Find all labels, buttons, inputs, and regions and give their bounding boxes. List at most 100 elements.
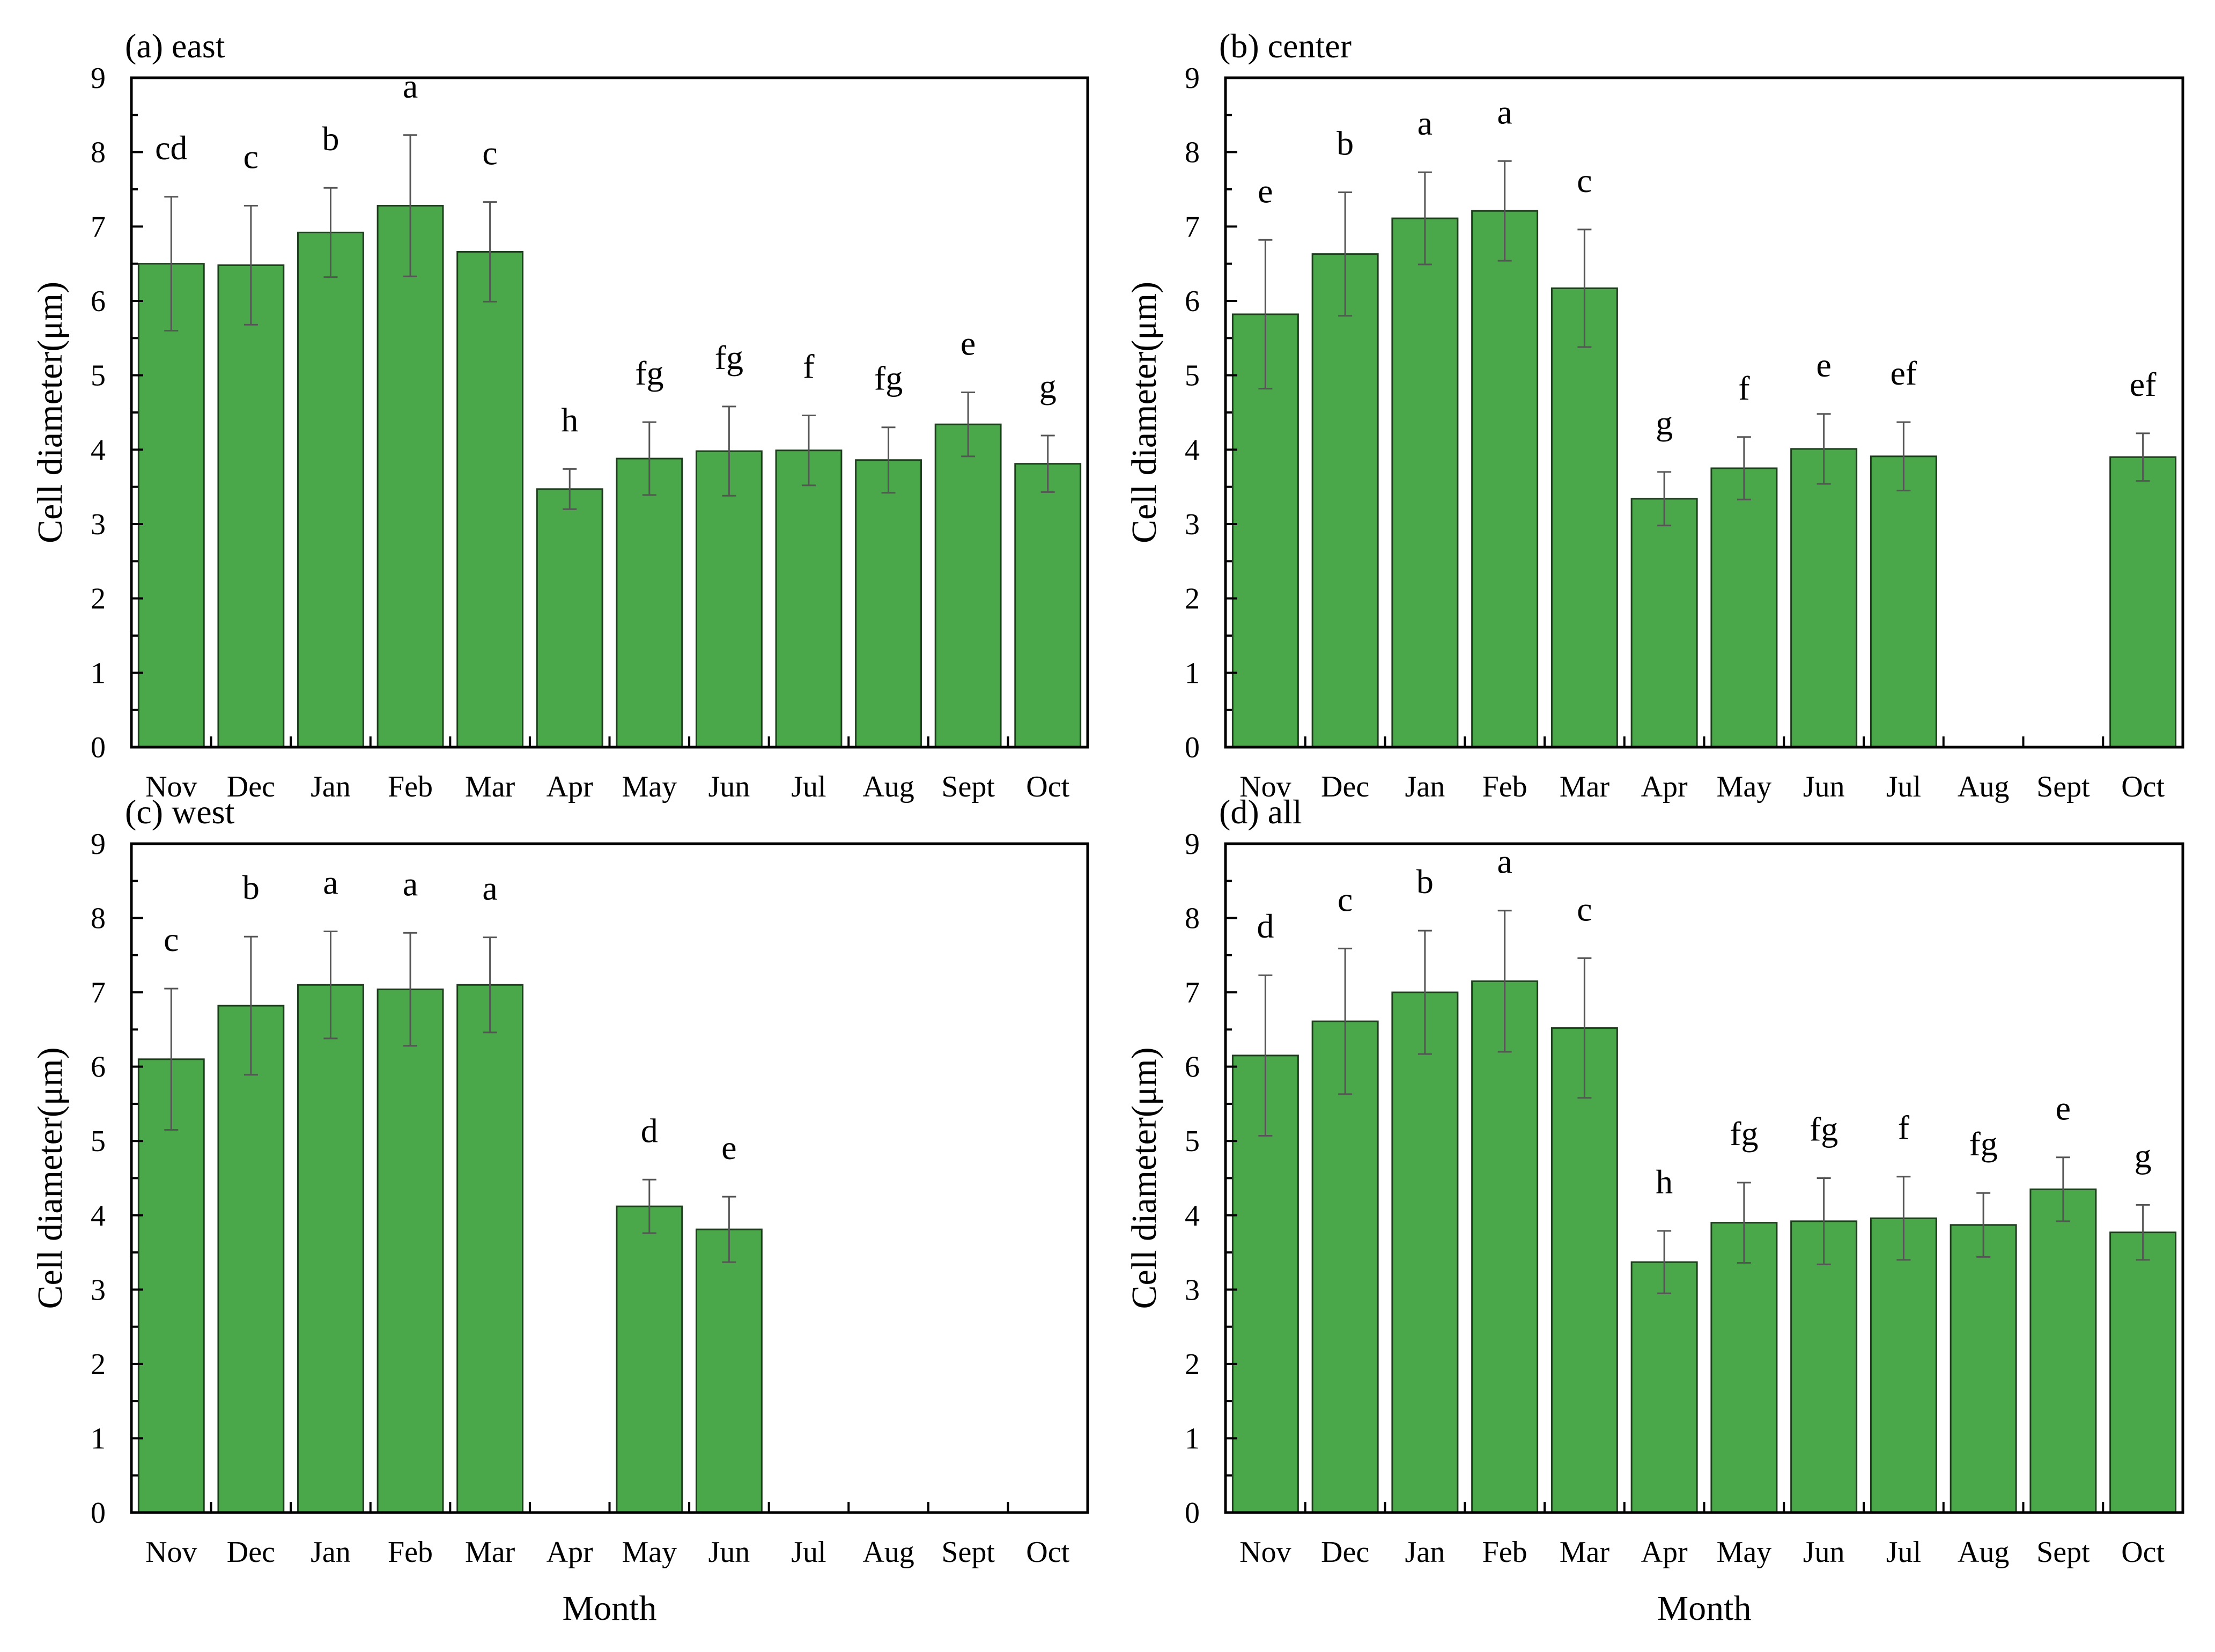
panel-b-y-tick-label-6: 6 [1185, 285, 1200, 318]
panel-a-sig-letter-Oct: g [1039, 367, 1057, 405]
panel-a-bar-Aug [855, 459, 922, 748]
panel-a-sig-letter-Mar: c [482, 134, 497, 172]
panel-c-sig-letter-Dec: b [242, 868, 260, 906]
panel-b-sig-letter-Feb: a [1497, 93, 1512, 131]
panel-b-x-tick-label-Oct: Oct [2121, 770, 2165, 803]
panel-a-y-tick-label-2: 2 [91, 582, 106, 616]
panel-d-sig-letter-Oct: g [2135, 1137, 2152, 1175]
panel-d-y-axis-label: Cell diameter(μm) [1125, 1047, 1164, 1309]
panel-b-sig-letter-May: f [1738, 369, 1750, 407]
panel-a-errorbar-Jun [722, 405, 736, 497]
panel-c-y-tick-label-3: 3 [91, 1273, 106, 1307]
panel-a-errorbar-Feb [403, 134, 418, 277]
panel-a-errorbar-Jul [801, 415, 816, 486]
panel-a-x-tick-label-Apr: Apr [547, 770, 593, 803]
panel-c-sig-letter-May: d [641, 1111, 658, 1149]
panel-b-bar-Mar [1551, 287, 1618, 748]
panel-a-sig-letter-Dec: c [243, 138, 259, 176]
panel-a-bar-Mar [456, 250, 524, 748]
panel-a-y-tick-label-1: 1 [91, 657, 106, 690]
panel-c-bar-Dec [217, 1005, 285, 1514]
panel-a-sig-letter-Aug: fg [874, 359, 903, 397]
panel-a-errorbar-Mar [483, 201, 497, 303]
panel-a-sig-letter-Jun: fg [715, 338, 743, 377]
panel-a-bar-Dec [217, 264, 285, 748]
panel-a-errorbar-Dec [243, 205, 258, 326]
panel-a-bar-Feb [376, 205, 444, 748]
panel-c-bar-May [616, 1205, 683, 1514]
panel-a-errorbar-Jan [323, 187, 338, 278]
panel-d-errorbar-Sept [2056, 1156, 2070, 1222]
panel-b-bar-Jul [1870, 455, 1937, 748]
panel-a-sig-letter-May: fg [635, 354, 663, 392]
panel-d-bar-Jan [1391, 991, 1459, 1514]
panel-d-errorbar-Oct [2136, 1204, 2150, 1261]
panel-b-y-tick-label-7: 7 [1185, 210, 1200, 244]
panel-b-y-tick-label-5: 5 [1185, 359, 1200, 393]
panel-d-x-tick-label-Jun: Jun [1803, 1536, 1845, 1569]
panel-d-sig-letter-Jun: fg [1810, 1110, 1838, 1148]
panel-b-x-tick-label-Apr: Apr [1641, 770, 1688, 803]
panel-d-y-tick-label-2: 2 [1185, 1348, 1200, 1381]
panel-d-bar-Oct [2109, 1231, 2177, 1514]
panel-b-bar-Jun [1790, 448, 1858, 748]
panel-d-sig-letter-Apr: h [1656, 1163, 1673, 1201]
panel-c-title: (c) west [125, 793, 235, 831]
panel-b-x-tick-label-May: May [1717, 770, 1772, 803]
panel-d-y-tick-label-6: 6 [1185, 1051, 1200, 1084]
panel-c-y-tick-label-4: 4 [91, 1199, 106, 1233]
panel-c-x-tick-label-Oct: Oct [1026, 1536, 1069, 1569]
panel-d-bar-Mar [1551, 1027, 1618, 1514]
panel-d-sig-letter-Dec: c [1338, 880, 1353, 918]
panel-d-y-tick-label-1: 1 [1185, 1422, 1200, 1455]
panel-a-y-tick-label-6: 6 [91, 285, 106, 318]
panel-d-bar-Sept [2029, 1188, 2097, 1514]
panel-d-bar-Feb [1471, 980, 1539, 1514]
panel-b-errorbar-Dec [1338, 191, 1353, 317]
panel-b-x-tick-label-Dec: Dec [1321, 770, 1369, 803]
panel-c-x-tick-label-Jun: Jun [708, 1536, 750, 1569]
panel-c-bar-Nov [137, 1058, 205, 1514]
panel-a-y-tick-label-5: 5 [91, 359, 106, 393]
panel-d-x-tick-label-Jan: Jan [1405, 1536, 1445, 1569]
panel-b-y-tick-label-9: 9 [1185, 62, 1200, 95]
panel-b-errorbar-Jun [1817, 413, 1831, 485]
panel-d-y-tick-label-7: 7 [1185, 976, 1200, 1009]
panel-b-sig-letter-Dec: b [1337, 124, 1354, 163]
panel-d-y-tick-label-0: 0 [1185, 1496, 1200, 1530]
panel-a-sig-letter-Jan: b [322, 120, 339, 158]
panel-a-title: (a) east [125, 27, 225, 65]
panel-d-x-tick-label-Dec: Dec [1321, 1536, 1369, 1569]
panel-c-y-tick-label-6: 6 [91, 1051, 106, 1084]
panel-b-y-tick-label-3: 3 [1185, 508, 1200, 541]
panel-d-sig-letter-Nov: d [1257, 907, 1274, 945]
panel-a-x-tick-label-Mar: Mar [465, 770, 515, 803]
panel-d-errorbar-May [1737, 1182, 1751, 1264]
panel-b-y-tick-label-4: 4 [1185, 433, 1200, 467]
panel-c-bar-Feb [376, 989, 444, 1514]
panel-b-x-tick-label-Jun: Jun [1803, 770, 1845, 803]
panel-c-bar-Mar [456, 984, 524, 1514]
panel-b-errorbar-Feb [1497, 160, 1512, 262]
panel-d-errorbar-Nov [1258, 974, 1273, 1137]
panel-c-sig-letter-Nov: c [164, 920, 179, 958]
panel-d-y-tick-label-9: 9 [1185, 828, 1200, 861]
panel-d-x-tick-label-Mar: Mar [1560, 1536, 1610, 1569]
panel-a-y-tick-label-9: 9 [91, 62, 106, 95]
panel-b-y-tick-label-8: 8 [1185, 136, 1200, 169]
panel-c-bar-Jun [695, 1228, 763, 1514]
panel-a-sig-letter-Jul: f [803, 348, 815, 386]
panel-b-x-tick-label-Aug: Aug [1958, 770, 2009, 803]
panel-b-sig-letter-Nov: e [1258, 172, 1273, 210]
panel-d-bar-Dec [1311, 1020, 1379, 1514]
panel-c-errorbar-Jan [323, 931, 338, 1039]
panel-d-x-tick-label-Nov: Nov [1239, 1536, 1291, 1569]
panel-b-errorbar-Jan [1417, 171, 1432, 266]
panel-c-sig-letter-Feb: a [403, 865, 418, 903]
panel-d-y-tick-label-8: 8 [1185, 902, 1200, 935]
panel-c-x-tick-label-Feb: Feb [388, 1536, 433, 1569]
panel-a-bar-May [616, 458, 683, 748]
panel-b-sig-letter-Jan: a [1417, 104, 1433, 142]
panel-b-errorbar-Oct [2136, 432, 2150, 482]
